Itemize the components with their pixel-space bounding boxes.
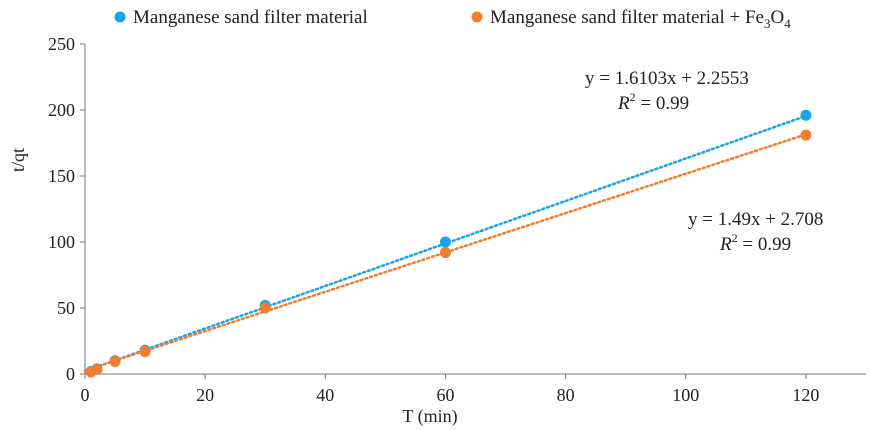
point-series-1 — [439, 236, 451, 248]
legend-label-series-2-text-2: O — [770, 7, 784, 28]
legend-label-series-2-sub-1: 3 — [764, 16, 771, 31]
y-tick-label: 150 — [48, 166, 75, 186]
annotation-series-1: y = 1.6103x + 2.2553 R2 = 0.99 — [585, 68, 749, 114]
point-series-2 — [439, 247, 451, 259]
x-tick-label: 80 — [557, 385, 575, 405]
r2-series-2: R2 = 0.99 — [719, 231, 791, 255]
y-tick-label: 0 — [66, 364, 75, 384]
y-axis-title: t/qt — [8, 148, 28, 172]
legend-label-series-2-sub-2: 4 — [784, 16, 791, 31]
axis-ticks: 0 20 40 60 80 100 120 0 50 100 150 200 250 — [48, 34, 819, 405]
legend-label-series-2: Manganese sand filter material + Fe3O4 — [490, 7, 791, 31]
y-tick-label: 50 — [57, 298, 75, 318]
y-tick-label: 250 — [48, 34, 75, 54]
x-tick-label: 40 — [316, 385, 334, 405]
legend-marker-series-1 — [114, 11, 126, 23]
annotation-series-2: y = 1.49x + 2.708 R2 = 0.99 — [688, 209, 823, 255]
x-tick-label: 0 — [81, 385, 90, 405]
point-series-2 — [800, 129, 812, 141]
legend: Manganese sand filter material Manganese… — [114, 7, 791, 31]
r2-series-1: R2 = 0.99 — [617, 90, 689, 114]
point-series-2 — [91, 363, 103, 375]
x-tick-label: 120 — [792, 385, 819, 405]
x-tick-label: 60 — [436, 385, 454, 405]
equation-series-1: y = 1.6103x + 2.2553 — [585, 68, 749, 89]
legend-marker-series-2 — [471, 11, 483, 23]
x-tick-label: 100 — [672, 385, 699, 405]
data-points — [85, 109, 812, 378]
point-series-1 — [800, 109, 812, 121]
equation-series-2: y = 1.49x + 2.708 — [688, 209, 823, 230]
point-series-2 — [139, 346, 151, 358]
x-axis-title: T (min) — [402, 406, 457, 427]
legend-label-series-1: Manganese sand filter material — [133, 7, 368, 28]
point-series-2 — [109, 355, 121, 367]
y-tick-label: 100 — [48, 232, 75, 252]
y-tick-label: 200 — [48, 100, 75, 120]
point-series-2 — [259, 302, 271, 314]
legend-label-series-2-text: Manganese sand filter material + Fe — [490, 7, 764, 28]
x-tick-label: 20 — [196, 385, 214, 405]
